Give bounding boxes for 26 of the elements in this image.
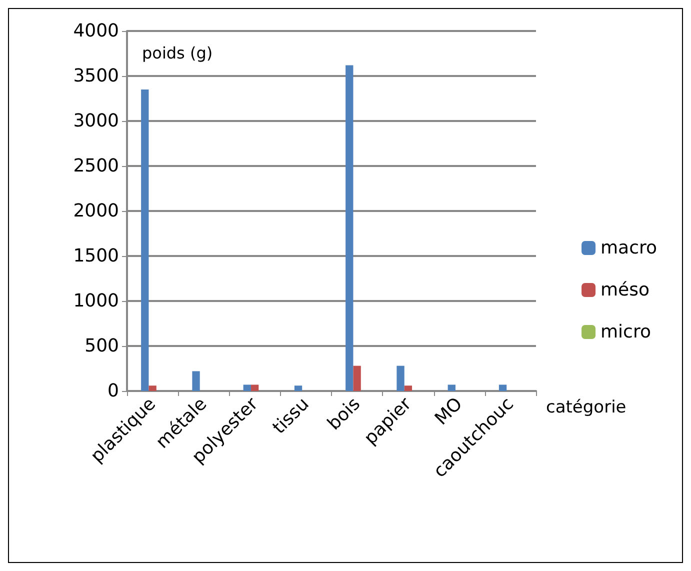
y-tick-label: 1000 (73, 290, 119, 312)
bar (141, 90, 149, 391)
y-tick-label: 3500 (73, 66, 119, 86)
bar (250, 384, 259, 391)
bar (192, 371, 200, 391)
legend-label: micro (600, 322, 651, 342)
bar (353, 366, 361, 391)
y-tick-label: 0 (108, 380, 119, 402)
bar (396, 366, 404, 391)
y-tick-label: 2500 (73, 156, 119, 176)
y-tick-label: 2000 (73, 200, 119, 222)
bar (498, 384, 507, 391)
y-axis-title: poids (g) (142, 44, 213, 62)
bar (346, 65, 354, 391)
bar (294, 386, 302, 391)
bar (448, 384, 456, 391)
y-tick-label: 4000 (73, 20, 119, 42)
legend-label: méso (600, 280, 650, 300)
bar (404, 386, 412, 391)
y-tick-label: 500 (84, 336, 119, 356)
bar (148, 386, 156, 391)
y-tick-label: 1500 (73, 246, 119, 266)
y-tick-label: 3000 (73, 110, 119, 132)
bar (243, 384, 251, 391)
x-axis-title: catégorie (546, 398, 626, 418)
legend-label: macro (600, 238, 658, 258)
